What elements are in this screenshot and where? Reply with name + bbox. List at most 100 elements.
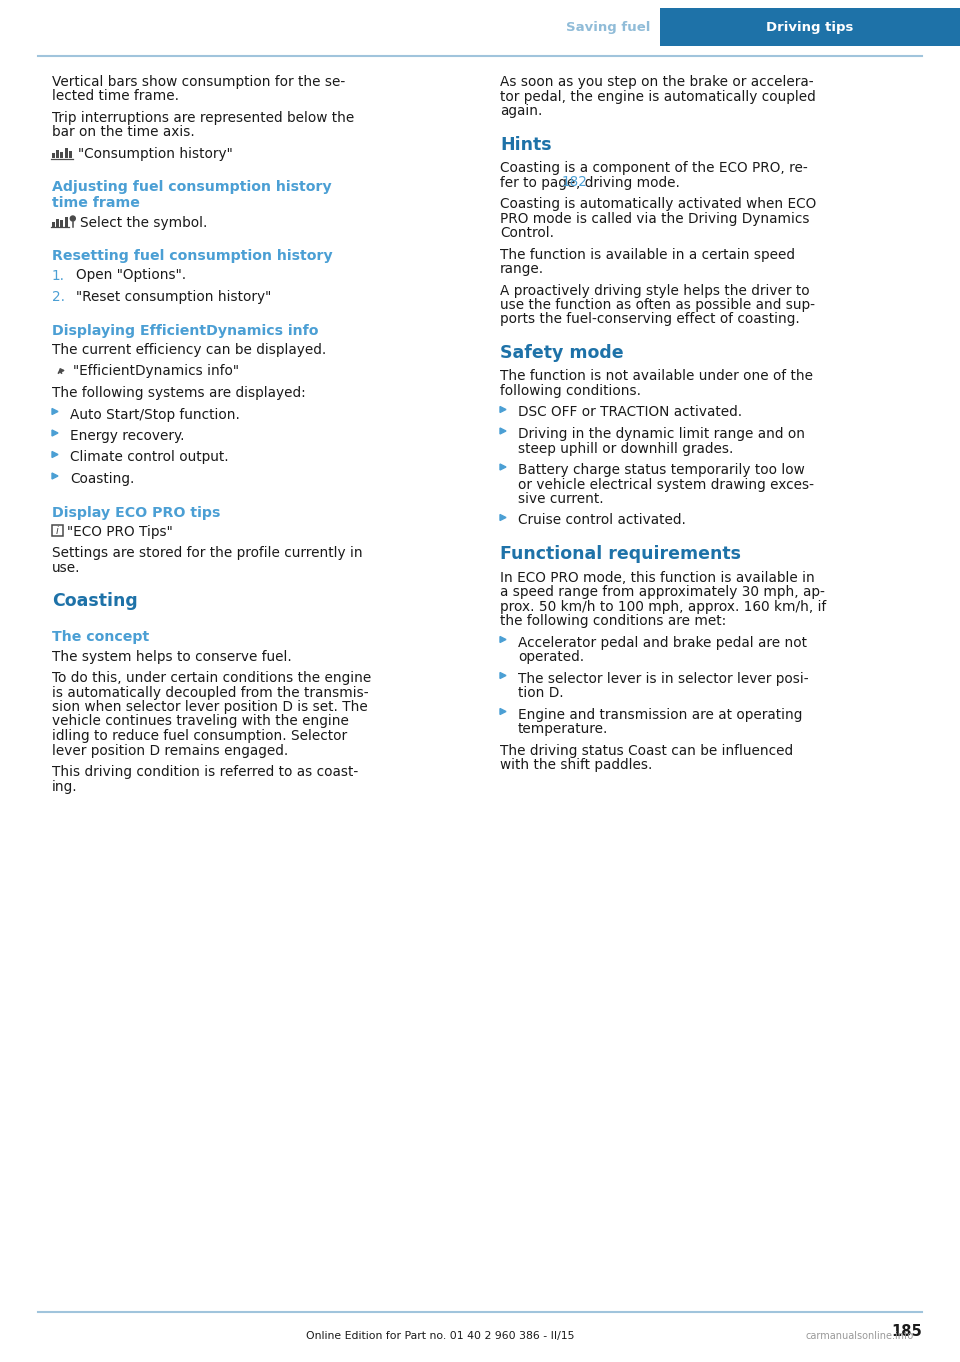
- Text: sive current.: sive current.: [518, 492, 604, 507]
- Polygon shape: [500, 428, 506, 434]
- Polygon shape: [52, 473, 58, 479]
- Text: i: i: [56, 526, 59, 535]
- Text: PRO mode is called via the Driving Dynamics: PRO mode is called via the Driving Dynam…: [500, 211, 809, 226]
- Text: To do this, under certain conditions the engine: To do this, under certain conditions the…: [52, 671, 372, 685]
- Text: with the shift paddles.: with the shift paddles.: [500, 759, 653, 772]
- Text: ing.: ing.: [52, 779, 78, 794]
- Text: "EfficientDynamics info": "EfficientDynamics info": [73, 365, 239, 379]
- Text: ports the fuel-conserving effect of coasting.: ports the fuel-conserving effect of coas…: [500, 312, 800, 327]
- Text: Vertical bars show consumption for the se-: Vertical bars show consumption for the s…: [52, 75, 346, 89]
- Text: tion D.: tion D.: [518, 686, 564, 700]
- Text: following conditions.: following conditions.: [500, 384, 641, 398]
- Bar: [64, 148, 67, 158]
- Text: Climate control output.: Climate control output.: [70, 451, 228, 464]
- Text: The selector lever is in selector lever posi-: The selector lever is in selector lever …: [518, 671, 808, 685]
- Polygon shape: [500, 708, 506, 715]
- Text: The current efficiency can be displayed.: The current efficiency can be displayed.: [52, 343, 326, 357]
- Text: Settings are stored for the profile currently in: Settings are stored for the profile curr…: [52, 546, 363, 561]
- Text: 185: 185: [891, 1324, 922, 1339]
- Text: "Consumption history": "Consumption history": [78, 147, 232, 161]
- Text: carmanualsonline.info: carmanualsonline.info: [805, 1331, 914, 1342]
- Text: range.: range.: [500, 262, 544, 276]
- Text: Accelerator pedal and brake pedal are not: Accelerator pedal and brake pedal are no…: [518, 636, 807, 650]
- Text: Coasting is automatically activated when ECO: Coasting is automatically activated when…: [500, 197, 816, 211]
- Text: The system helps to conserve fuel.: The system helps to conserve fuel.: [52, 650, 292, 663]
- Circle shape: [70, 217, 75, 221]
- Text: A proactively driving style helps the driver to: A proactively driving style helps the dr…: [500, 283, 809, 297]
- Bar: [60, 221, 63, 226]
- Text: Auto Start/Stop function.: Auto Start/Stop function.: [70, 407, 240, 421]
- Text: Driving tips: Driving tips: [766, 20, 853, 34]
- Text: Coasting: Coasting: [52, 592, 137, 610]
- Text: Displaying EfficientDynamics info: Displaying EfficientDynamics info: [52, 324, 319, 338]
- Text: Coasting is a component of the ECO PRO, re-: Coasting is a component of the ECO PRO, …: [500, 161, 807, 174]
- Text: The function is available in a certain speed: The function is available in a certain s…: [500, 248, 795, 262]
- Bar: [69, 151, 72, 158]
- Text: 2.: 2.: [52, 290, 65, 304]
- Text: the following conditions are met:: the following conditions are met:: [500, 614, 727, 628]
- Text: Resetting fuel consumption history: Resetting fuel consumption history: [52, 249, 333, 263]
- Polygon shape: [52, 430, 58, 436]
- Text: sion when selector lever position D is set. The: sion when selector lever position D is s…: [52, 700, 368, 714]
- Text: The function is not available under one of the: The function is not available under one …: [500, 369, 813, 384]
- Text: In ECO PRO mode, this function is available in: In ECO PRO mode, this function is availa…: [500, 571, 815, 584]
- Polygon shape: [52, 451, 58, 458]
- Text: "Reset consumption history": "Reset consumption history": [76, 290, 272, 304]
- Text: Battery charge status temporarily too low: Battery charge status temporarily too lo…: [518, 463, 804, 477]
- Polygon shape: [500, 464, 506, 470]
- Polygon shape: [500, 673, 506, 678]
- Text: lected time frame.: lected time frame.: [52, 90, 179, 104]
- Text: As soon as you step on the brake or accelera-: As soon as you step on the brake or acce…: [500, 75, 814, 89]
- Text: use the function as often as possible and sup-: use the function as often as possible an…: [500, 298, 815, 312]
- Text: The driving status Coast can be influenced: The driving status Coast can be influenc…: [500, 744, 793, 757]
- Text: Energy recovery.: Energy recovery.: [70, 429, 184, 443]
- Text: The following systems are displayed:: The following systems are displayed:: [52, 385, 305, 400]
- Text: bar on the time axis.: bar on the time axis.: [52, 125, 195, 139]
- Text: again.: again.: [500, 104, 542, 118]
- Text: The concept: The concept: [52, 631, 149, 644]
- Text: lever position D remains engaged.: lever position D remains engaged.: [52, 744, 288, 757]
- Text: or vehicle electrical system drawing exces-: or vehicle electrical system drawing exc…: [518, 478, 814, 492]
- Bar: [52, 222, 55, 226]
- Text: prox. 50 km/h to 100 mph, approx. 160 km/h, if: prox. 50 km/h to 100 mph, approx. 160 km…: [500, 599, 827, 613]
- Bar: [660, 8, 960, 46]
- Text: Control.: Control.: [500, 226, 554, 240]
- Text: "ECO PRO Tips": "ECO PRO Tips": [67, 524, 173, 539]
- Text: Adjusting fuel consumption history: Adjusting fuel consumption history: [52, 181, 332, 195]
- Polygon shape: [52, 409, 58, 414]
- Text: use.: use.: [52, 561, 81, 575]
- Text: is automatically decoupled from the transmis-: is automatically decoupled from the tran…: [52, 685, 369, 700]
- Text: Display ECO PRO tips: Display ECO PRO tips: [52, 505, 221, 519]
- Text: time frame: time frame: [52, 196, 140, 210]
- Text: temperature.: temperature.: [518, 722, 609, 735]
- Text: operated.: operated.: [518, 650, 584, 665]
- Text: Coasting.: Coasting.: [70, 473, 134, 486]
- Text: steep uphill or downhill grades.: steep uphill or downhill grades.: [518, 441, 733, 455]
- Text: idling to reduce fuel consumption. Selector: idling to reduce fuel consumption. Selec…: [52, 729, 348, 744]
- Bar: [60, 151, 63, 158]
- Text: DSC OFF or TRACTION activated.: DSC OFF or TRACTION activated.: [518, 406, 742, 419]
- Text: Cruise control activated.: Cruise control activated.: [518, 513, 685, 527]
- Text: Safety mode: Safety mode: [500, 345, 624, 362]
- Text: Functional requirements: Functional requirements: [500, 545, 741, 563]
- Text: Trip interruptions are represented below the: Trip interruptions are represented below…: [52, 110, 354, 125]
- Bar: [57, 150, 60, 158]
- Polygon shape: [500, 636, 506, 643]
- Text: Engine and transmission are at operating: Engine and transmission are at operating: [518, 707, 803, 722]
- Text: Open "Options".: Open "Options".: [76, 268, 186, 282]
- Text: This driving condition is referred to as coast-: This driving condition is referred to as…: [52, 765, 358, 779]
- Text: Saving fuel: Saving fuel: [565, 20, 650, 34]
- Text: Online Edition for Part no. 01 40 2 960 386 - II/15: Online Edition for Part no. 01 40 2 960 …: [305, 1331, 574, 1342]
- Text: , driving mode.: , driving mode.: [576, 176, 681, 189]
- Text: 1.: 1.: [52, 268, 65, 282]
- Text: Hints: Hints: [500, 135, 552, 154]
- Text: 182: 182: [562, 176, 587, 189]
- Text: Select the symbol.: Select the symbol.: [80, 215, 207, 230]
- Text: fer to page: fer to page: [500, 176, 580, 189]
- Text: a speed range from approximately 30 mph, ap-: a speed range from approximately 30 mph,…: [500, 586, 825, 599]
- Polygon shape: [500, 406, 506, 413]
- Text: tor pedal, the engine is automatically coupled: tor pedal, the engine is automatically c…: [500, 90, 816, 104]
- Bar: [64, 217, 67, 226]
- Text: vehicle continues traveling with the engine: vehicle continues traveling with the eng…: [52, 715, 348, 729]
- Polygon shape: [500, 515, 506, 520]
